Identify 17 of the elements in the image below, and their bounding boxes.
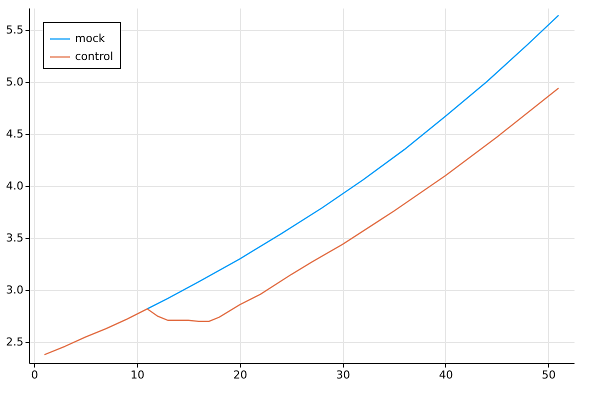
x-tick-label: 40 <box>438 368 453 382</box>
y-tick-label: 4.5 <box>6 127 24 140</box>
y-tick-label: 5.5 <box>6 23 24 36</box>
y-tick-label: 3.5 <box>6 232 24 245</box>
y-tick-label: 3.0 <box>6 284 24 297</box>
line-series <box>146 14 560 310</box>
x-tick-label: 20 <box>233 368 248 382</box>
x-tick-label: 0 <box>31 368 38 382</box>
x-tick-label: 30 <box>336 368 350 382</box>
y-tick-label: 5.0 <box>6 75 24 88</box>
y-tick-label: 4.0 <box>6 180 24 193</box>
x-tick-label: 10 <box>130 368 144 382</box>
legend-label: mock <box>75 32 106 45</box>
y-tick-label: 2.5 <box>6 336 24 349</box>
x-tick-label: 50 <box>542 368 556 382</box>
line-series <box>44 88 560 356</box>
legend-label: control <box>75 50 114 63</box>
